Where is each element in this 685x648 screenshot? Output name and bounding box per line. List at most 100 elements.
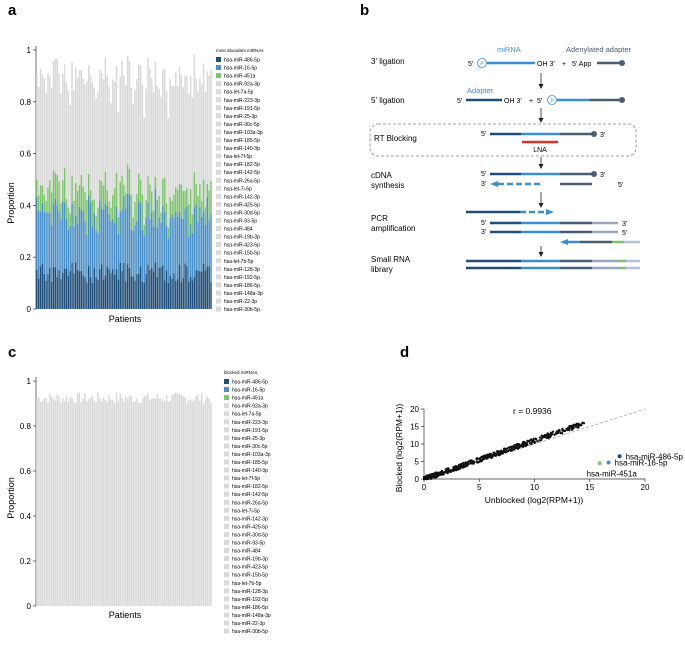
bar-segment bbox=[86, 282, 88, 309]
bar-segment bbox=[110, 273, 112, 309]
bar-segment bbox=[180, 184, 183, 219]
bar-segment bbox=[178, 211, 181, 265]
y-tick-label: 0.4 bbox=[20, 512, 32, 521]
bar-segment bbox=[39, 211, 42, 267]
highlight-point bbox=[606, 460, 611, 465]
bar-segment bbox=[56, 394, 58, 606]
scatter-point bbox=[425, 474, 429, 477]
bar-segment bbox=[65, 218, 68, 269]
legend-label: hsa-miR-30c-5p bbox=[224, 122, 260, 128]
scatter-point bbox=[503, 447, 506, 450]
bar-segment bbox=[147, 57, 149, 176]
legend-swatch bbox=[216, 290, 221, 296]
legend-label: hsa-miR-128-3p bbox=[232, 589, 268, 595]
bar-segment bbox=[75, 183, 77, 216]
bar-segment bbox=[65, 268, 68, 309]
bar-segment bbox=[184, 75, 186, 191]
step-library-2: library bbox=[371, 265, 393, 274]
y-tick-label: 5 bbox=[415, 458, 420, 467]
bar-segment bbox=[123, 400, 125, 606]
legend-swatch bbox=[216, 226, 221, 232]
legend-swatch bbox=[224, 564, 229, 570]
y-tick-label: 1 bbox=[27, 377, 32, 386]
scatter-point bbox=[439, 473, 442, 476]
scatter-point bbox=[461, 464, 464, 467]
bar-segment bbox=[117, 112, 120, 218]
adapter-end-cap-1 bbox=[619, 60, 625, 66]
bar-segment bbox=[89, 276, 92, 309]
bar-segment bbox=[163, 212, 166, 281]
bar-segment bbox=[87, 174, 90, 196]
legend-label: hsa-miR-30c-5p bbox=[232, 444, 268, 450]
scatter-point bbox=[527, 440, 530, 443]
phosphate-circle-2 bbox=[547, 95, 557, 105]
bar-segment bbox=[191, 214, 194, 233]
bar-segment bbox=[63, 400, 66, 606]
scatter-point bbox=[464, 461, 467, 464]
scatter-point bbox=[451, 468, 454, 472]
scatter-point bbox=[486, 453, 489, 456]
bar-segment bbox=[41, 185, 44, 204]
bar-segment bbox=[175, 280, 177, 309]
bar-segment bbox=[36, 197, 38, 270]
legend-swatch bbox=[224, 387, 229, 393]
bar-segment bbox=[208, 75, 210, 191]
bar-segment bbox=[180, 395, 183, 606]
bar-segment bbox=[76, 270, 79, 309]
bar-segment bbox=[102, 185, 105, 210]
bar-segment bbox=[47, 213, 49, 274]
cdna-arrow-head bbox=[490, 181, 498, 187]
legend-label: hsa-miR-92a-3p bbox=[224, 82, 260, 88]
bar-segment bbox=[208, 220, 210, 267]
bar-segment bbox=[178, 66, 181, 185]
y-tick-label: 0.2 bbox=[20, 557, 32, 566]
legend-label: hsa-miR-103a-3p bbox=[224, 130, 263, 136]
bar-segment bbox=[110, 399, 112, 606]
bar-segment bbox=[102, 397, 105, 606]
legend-label: hsa-miR-30b-5p bbox=[232, 629, 268, 635]
bar-segment bbox=[63, 64, 66, 169]
bar-segment bbox=[37, 86, 40, 196]
bar-segment bbox=[125, 192, 127, 209]
scatter-point bbox=[501, 452, 505, 455]
bar-segment bbox=[37, 278, 40, 309]
bar-segment bbox=[173, 194, 175, 218]
bar-segment bbox=[58, 181, 60, 212]
bar-segment bbox=[102, 209, 105, 280]
bar-segment bbox=[47, 73, 49, 188]
bar-segment bbox=[56, 205, 58, 277]
bar-segment bbox=[191, 232, 194, 281]
bar-segment bbox=[67, 91, 70, 208]
step-3-ligation: 3' ligation bbox=[371, 57, 405, 66]
legend-swatch bbox=[224, 411, 229, 417]
legend-label: hsa-miR-26a-5p bbox=[232, 500, 268, 506]
bar-segment bbox=[206, 183, 209, 197]
bar-segment bbox=[208, 190, 210, 221]
bar-segment bbox=[182, 218, 184, 278]
bar-segment bbox=[180, 218, 183, 283]
bar-segment bbox=[137, 402, 140, 606]
bar-segment bbox=[80, 209, 83, 271]
bar-segment bbox=[169, 275, 171, 309]
bar-segment bbox=[152, 226, 155, 272]
bar-segment bbox=[130, 396, 133, 606]
bar-segment bbox=[39, 402, 42, 606]
bar-segment bbox=[176, 86, 179, 190]
legend-swatch bbox=[216, 65, 221, 71]
bar-segment bbox=[87, 265, 90, 309]
bar-segment bbox=[95, 277, 97, 309]
panel-label-b: b bbox=[360, 2, 369, 19]
bar-segment bbox=[108, 268, 110, 309]
legend-label: hsa-miR-103a-3p bbox=[232, 452, 271, 458]
bar-segment bbox=[128, 60, 131, 170]
bar-segment bbox=[43, 273, 46, 309]
legend-swatch bbox=[216, 274, 221, 280]
bar-segment bbox=[149, 184, 151, 220]
bar-segment bbox=[73, 273, 75, 309]
bar-segment bbox=[86, 81, 88, 200]
bar-segment bbox=[165, 203, 168, 226]
bar-segment bbox=[71, 398, 73, 606]
legend-label: hsa-miR-15b-5p bbox=[224, 251, 260, 257]
bar-segment bbox=[39, 68, 42, 186]
bar-segment bbox=[193, 399, 196, 606]
